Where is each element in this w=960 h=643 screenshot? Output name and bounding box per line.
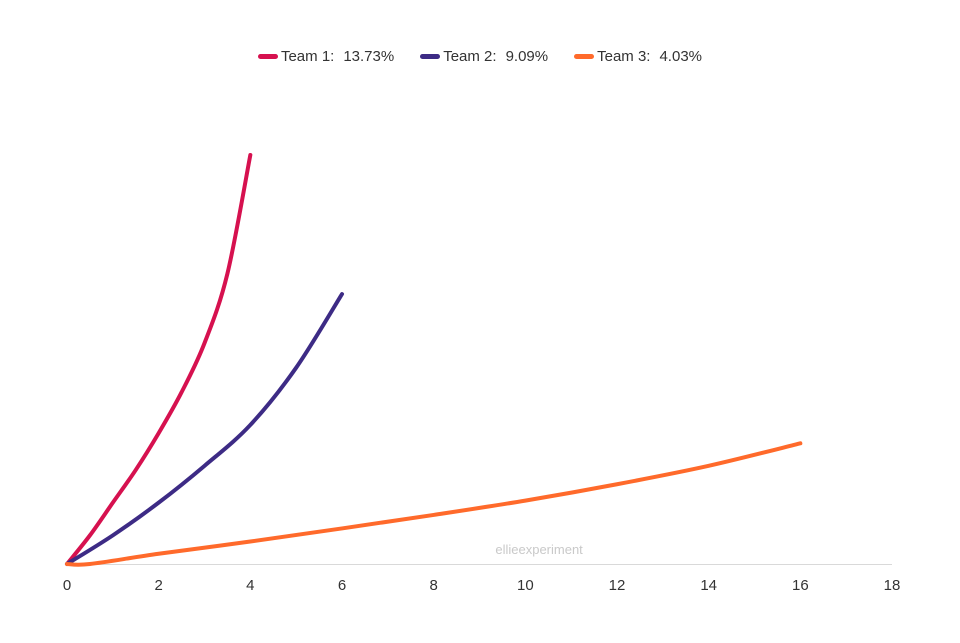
x-axis: 0 2 4 6 8 10 12 14 16 18 xyxy=(63,564,901,594)
legend-series-value: 9.09% xyxy=(505,48,549,65)
legend-swatch xyxy=(574,54,595,59)
legend-item-team-2[interactable]: Team 2: 9.09% xyxy=(420,48,548,65)
x-tick-label: 0 xyxy=(63,577,71,594)
x-tick-labels: 0 2 4 6 8 10 12 14 16 18 xyxy=(63,577,901,594)
x-tick-label: 2 xyxy=(154,577,162,594)
x-tick-label: 10 xyxy=(517,577,534,594)
series-line-team-2[interactable] xyxy=(65,292,344,566)
legend-series-value: 13.73% xyxy=(343,48,395,65)
legend-swatch xyxy=(257,54,278,59)
legend-series-value: 4.03% xyxy=(659,48,703,65)
watermark-text: ellieexperiment xyxy=(495,542,583,557)
legend-swatch xyxy=(420,54,441,59)
legend-series-name: Team 1: xyxy=(280,48,335,65)
x-tick-label: 4 xyxy=(246,577,254,594)
legend-series-name: Team 3: xyxy=(597,48,651,65)
legend-item-team-3[interactable]: Team 3: 4.03% xyxy=(574,48,702,65)
x-tick-label: 12 xyxy=(609,577,626,594)
x-tick-label: 8 xyxy=(429,577,437,594)
series-line-team-1[interactable] xyxy=(65,153,253,566)
series-lines xyxy=(65,153,803,567)
x-tick-label: 14 xyxy=(700,577,717,594)
x-tick-label: 16 xyxy=(792,577,809,594)
legend-series-name: Team 2: xyxy=(443,48,497,65)
x-tick-label: 6 xyxy=(338,577,346,594)
x-tick-label: 18 xyxy=(884,577,901,594)
legend-item-team-1[interactable]: Team 1: 13.73% xyxy=(257,48,395,65)
legend: Team 1: 13.73% Team 2: 9.09% Team 3: 4.0… xyxy=(0,48,960,65)
series-line-team-3[interactable] xyxy=(65,441,803,567)
